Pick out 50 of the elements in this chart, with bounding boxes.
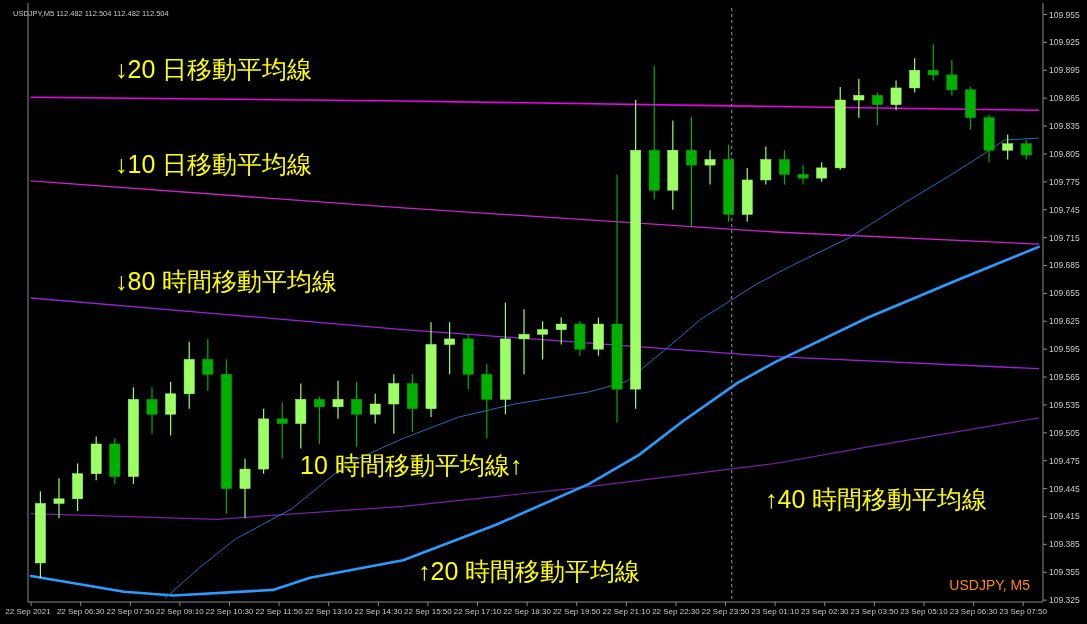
y-tick-label: 109.775 (1049, 176, 1080, 187)
x-tick-label: 23 Sep 06:30 (949, 607, 998, 616)
x-tick-label: 23 Sep 03:50 (850, 607, 899, 616)
y-tick-label: 109.955 (1049, 9, 1080, 20)
x-tick-label: 22 Sep 10:30 (205, 607, 254, 616)
x-tick-label: 22 Sep 18:30 (503, 607, 552, 616)
y-tick-label: 109.565 (1049, 372, 1080, 383)
series-label: ↓80 時間移動平均線 (115, 267, 338, 295)
series-label: ↓20 日移動平均線 (115, 55, 313, 83)
x-tick-label: 22 Sep 07:50 (106, 607, 155, 616)
series-label: 10 時間移動平均線↑ (300, 451, 523, 479)
series-label: ↑20 時間移動平均線 (418, 557, 641, 585)
y-tick-label: 109.655 (1049, 288, 1080, 299)
y-tick-label: 109.445 (1049, 483, 1080, 494)
y-tick-label: 109.475 (1049, 455, 1080, 466)
y-tick-label: 109.895 (1049, 65, 1080, 76)
y-tick-label: 109.505 (1049, 427, 1080, 438)
annotation: USDJPY, M5 (949, 577, 1031, 593)
y-tick-label: 109.385 (1049, 539, 1080, 550)
x-tick-label: 22 Sep 06:30 (56, 607, 106, 616)
x-tick-label: 22 Sep 14:30 (354, 607, 403, 616)
y-tick-label: 109.715 (1049, 232, 1080, 243)
y-tick-label: 109.925 (1049, 37, 1080, 48)
y-tick-label: 109.745 (1049, 204, 1080, 215)
y-tick-label: 109.625 (1049, 316, 1080, 327)
x-tick-label: 22 Sep 23:50 (701, 607, 750, 616)
y-tick-label: 109.805 (1049, 148, 1080, 159)
y-tick-label: 109.865 (1049, 93, 1080, 104)
x-tick-label: 23 Sep 05:10 (900, 607, 949, 616)
y-tick-label: 109.415 (1049, 511, 1080, 522)
y-tick-label: 109.685 (1049, 260, 1080, 271)
x-tick-label: 22 Sep 13:10 (304, 607, 354, 616)
series-label: ↑40 時間移動平均線 (765, 485, 988, 513)
y-tick-label: 109.535 (1049, 399, 1080, 410)
x-tick-label: 22 Sep 11:50 (255, 607, 304, 616)
x-tick-label: 22 Sep 21:10 (602, 607, 651, 616)
y-tick-label: 109.355 (1049, 567, 1080, 578)
y-tick-label: 109.835 (1049, 121, 1080, 132)
series-label: ↓10 日移動平均線 (115, 150, 313, 178)
x-tick-label: 23 Sep 01:10 (751, 607, 800, 616)
x-tick-label: 23 Sep 07:50 (999, 607, 1048, 616)
x-tick-label: 22 Sep 22:30 (652, 607, 701, 616)
x-tick-label: 22 Sep 19:50 (552, 607, 602, 616)
x-tick-label: 22 Sep 15:50 (404, 607, 453, 616)
y-tick-label: 109.325 (1049, 595, 1080, 606)
x-tick-label: 22 Sep 17:10 (453, 607, 502, 616)
x-tick-label: 23 Sep 02:30 (800, 607, 850, 616)
y-tick-label: 109.595 (1049, 344, 1080, 355)
x-tick-label: 22 Sep 09:10 (156, 607, 205, 616)
text: 22 Sep 2021 (5, 607, 52, 616)
